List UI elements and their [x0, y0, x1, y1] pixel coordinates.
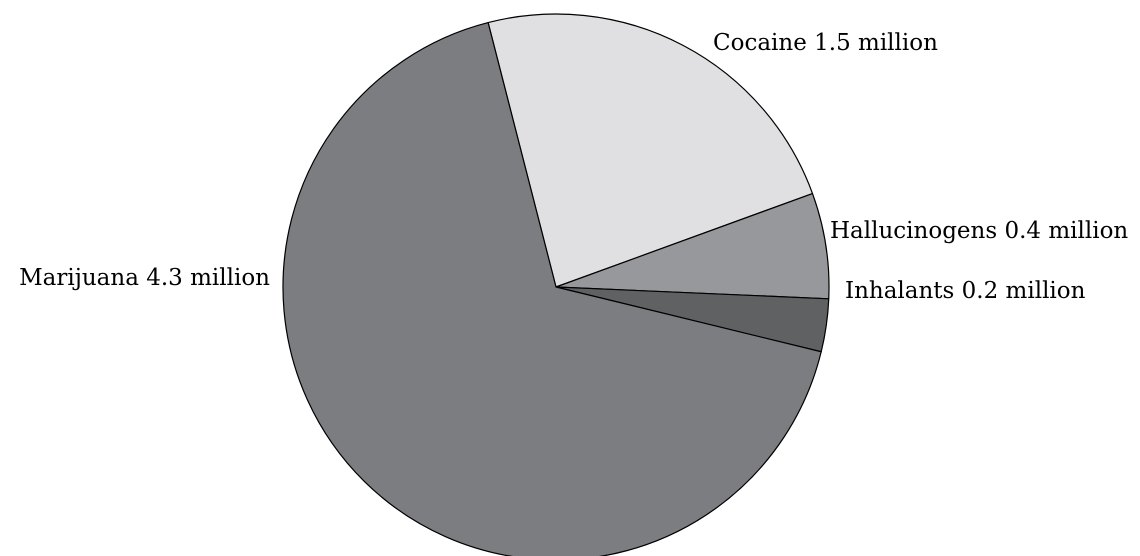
pie-slices [282, 13, 830, 556]
slice-label-inhalants: Inhalants 0.2 million [845, 278, 1086, 304]
pie-slice-cocaine [487, 13, 814, 288]
slice-label-marijuana: Marijuana 4.3 million [19, 265, 270, 291]
slice-label-hallucinogens: Hallucinogens 0.4 million [830, 218, 1128, 244]
pie-labels: Cocaine 1.5 million Hallucinogens 0.4 mil… [19, 30, 1128, 304]
pie-slice-marijuana [282, 21, 822, 556]
slice-label-cocaine: Cocaine 1.5 million [713, 30, 938, 56]
